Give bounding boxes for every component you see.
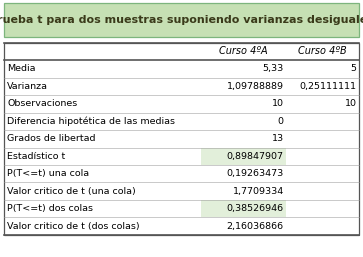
Text: 1,09788889: 1,09788889 bbox=[227, 82, 284, 91]
Text: Diferencia hipotética de las medias: Diferencia hipotética de las medias bbox=[7, 117, 175, 126]
Text: 0,19263473: 0,19263473 bbox=[227, 169, 284, 178]
Text: 0,89847907: 0,89847907 bbox=[227, 152, 284, 161]
Text: 0,38526946: 0,38526946 bbox=[227, 204, 284, 213]
Text: 0: 0 bbox=[278, 117, 284, 126]
Text: Media: Media bbox=[7, 64, 36, 74]
Text: Observaciones: Observaciones bbox=[7, 99, 78, 108]
FancyBboxPatch shape bbox=[4, 3, 359, 37]
Text: 13: 13 bbox=[272, 134, 284, 143]
Text: Prueba t para dos muestras suponiendo varianzas desiguales: Prueba t para dos muestras suponiendo va… bbox=[0, 15, 363, 25]
Text: Valor critico de t (dos colas): Valor critico de t (dos colas) bbox=[7, 222, 140, 231]
Text: 10: 10 bbox=[272, 99, 284, 108]
Text: 5,33: 5,33 bbox=[262, 64, 284, 74]
Text: Curso 4ºA: Curso 4ºA bbox=[219, 47, 268, 56]
Text: 1,7709334: 1,7709334 bbox=[233, 187, 284, 196]
Text: 5: 5 bbox=[350, 64, 356, 74]
FancyBboxPatch shape bbox=[201, 200, 286, 217]
Text: Varianza: Varianza bbox=[7, 82, 48, 91]
FancyBboxPatch shape bbox=[201, 148, 286, 165]
Text: Grados de libertad: Grados de libertad bbox=[7, 134, 96, 143]
Text: Valor critico de t (una cola): Valor critico de t (una cola) bbox=[7, 187, 136, 196]
Text: Curso 4ºB: Curso 4ºB bbox=[298, 47, 347, 56]
Text: 10: 10 bbox=[344, 99, 356, 108]
Text: 2,16036866: 2,16036866 bbox=[227, 222, 284, 231]
Text: 0,25111111: 0,25111111 bbox=[299, 82, 356, 91]
Text: P(T<=t) una cola: P(T<=t) una cola bbox=[7, 169, 89, 178]
FancyBboxPatch shape bbox=[4, 43, 359, 235]
Text: P(T<=t) dos colas: P(T<=t) dos colas bbox=[7, 204, 93, 213]
Text: Estadístico t: Estadístico t bbox=[7, 152, 65, 161]
